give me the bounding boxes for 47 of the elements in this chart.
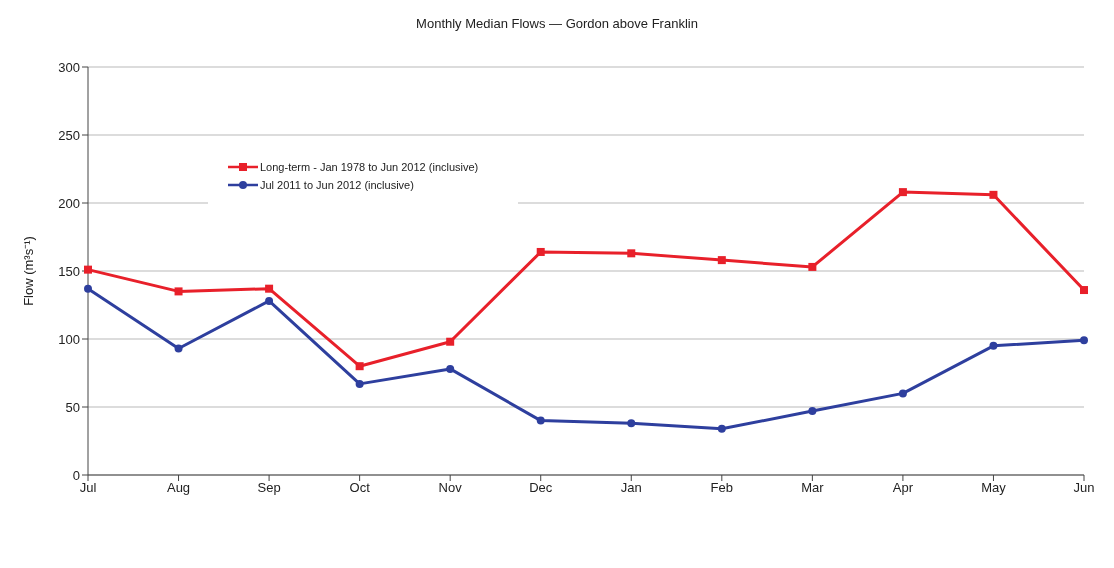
y-tick-label: 250: [58, 127, 80, 143]
point: [1080, 286, 1088, 295]
point: [627, 249, 636, 258]
point: [536, 247, 545, 256]
x-tick-label: Oct: [349, 480, 371, 496]
point: [989, 341, 998, 350]
point: [446, 364, 455, 373]
chart-title: Monthly Median Flows — Gordon above Franklin: [415, 15, 699, 33]
point: [355, 379, 364, 388]
y-axis-title: Flow (m³s⁻¹): [20, 236, 36, 306]
x-tick-label: Mar: [801, 480, 825, 496]
x-tick-label: Jan: [620, 480, 642, 496]
point: [717, 424, 726, 433]
x-tick-label: Aug: [166, 480, 191, 496]
point: [808, 262, 817, 271]
point: [84, 284, 92, 293]
y-tick-label: 50: [65, 399, 80, 415]
x-tick-label: Dec: [529, 480, 553, 496]
point: [536, 416, 545, 425]
point: [265, 296, 274, 305]
y-tick-label: 300: [58, 59, 80, 75]
x-tick-label: Jul: [79, 480, 97, 496]
x-tick-label: Apr: [892, 480, 914, 496]
x-tick-label: Nov: [438, 480, 463, 496]
point: [174, 287, 183, 296]
legend-label: Jul 2011 to Jun 2012 (inclusive): [260, 179, 414, 191]
point: [265, 284, 274, 293]
y-tick-label: 200: [58, 195, 80, 211]
point: [174, 344, 183, 353]
x-tick-label: Sep: [257, 480, 281, 496]
legend-label: Long-term - Jan 1978 to Jun 2012 (inclusive): [260, 161, 479, 173]
point: [989, 190, 998, 199]
point: [1080, 336, 1088, 345]
point: [355, 362, 364, 371]
x-tick-label: May: [981, 480, 1007, 496]
y-tick-label: 0: [72, 467, 80, 483]
point: [84, 265, 92, 274]
y-tick-label: 150: [58, 263, 80, 279]
point: [627, 419, 636, 428]
y-tick-label: 100: [58, 331, 80, 347]
point: [898, 188, 907, 197]
point: [898, 389, 907, 398]
point: [717, 256, 726, 265]
x-tick-label: Jun: [1073, 480, 1095, 496]
point: [808, 407, 817, 416]
x-tick-label: Feb: [710, 480, 734, 496]
point: [446, 337, 455, 346]
